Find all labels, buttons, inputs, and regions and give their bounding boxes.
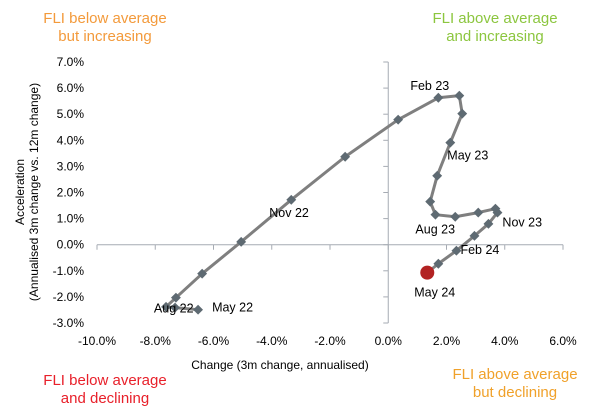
data-point-marker — [197, 268, 208, 279]
data-point-marker — [286, 194, 297, 205]
quadrant-top-left-line2: but increasing — [58, 28, 152, 45]
x-tick-label: -4.0% — [256, 334, 288, 348]
data-point-marker — [430, 209, 441, 220]
quadrant-label-bottom-right: FLI above average but declining — [420, 366, 600, 402]
quadrant-bottom-right-line1: FLI above average — [452, 366, 578, 383]
quadrant-label-top-left: FLI below average but increasing — [10, 10, 200, 46]
data-point-label: Feb 23 — [410, 79, 449, 93]
data-point-marker — [469, 230, 480, 241]
quadrant-label-bottom-left: FLI below average and declining — [10, 372, 200, 408]
data-point-label: Aug 23 — [415, 223, 455, 237]
x-axis-title: Change (3m change, annualised) — [191, 358, 368, 372]
data-point-label: May 24 — [414, 286, 455, 300]
series-line — [164, 94, 499, 312]
quadrant-bottom-left-line2: and declining — [60, 390, 150, 407]
data-point-marker — [340, 151, 351, 162]
x-tick-label: -10.0% — [78, 334, 116, 348]
latest-point-marker — [420, 265, 435, 280]
data-point-marker — [236, 236, 247, 247]
data-point-label: May 23 — [447, 149, 488, 163]
y-tick-label: -1.0% — [53, 264, 85, 278]
y-tick-label: 2.0% — [57, 186, 85, 200]
y-tick-label: 7.0% — [57, 55, 85, 69]
data-point-marker — [193, 304, 204, 315]
data-point-marker — [492, 207, 503, 218]
data-point-marker — [170, 302, 181, 313]
data-point-marker — [432, 170, 443, 181]
quadrant-bottom-left-line1: FLI below average — [43, 372, 167, 389]
data-point-marker — [457, 108, 468, 119]
y-tick-label: -2.0% — [53, 290, 85, 304]
y-tick-label: 5.0% — [57, 107, 85, 121]
data-point-label: Aug 22 — [154, 302, 194, 316]
quadrant-top-right-line2: and increasing — [446, 28, 544, 45]
y-tick-label: 4.0% — [57, 133, 85, 147]
data-point-marker — [451, 245, 462, 256]
y-tick-label: 0.0% — [57, 238, 85, 252]
data-point-marker — [483, 218, 494, 229]
quadrant-top-right-line1: FLI above average — [432, 10, 558, 27]
y-axis-title-line1: Acceleration — [13, 159, 27, 225]
y-tick-label: 3.0% — [57, 159, 85, 173]
data-point-marker — [445, 137, 456, 148]
x-tick-label: 2.0% — [433, 334, 461, 348]
x-tick-label: 0.0% — [375, 334, 403, 348]
data-point-marker — [433, 258, 444, 269]
quadrant-bottom-right-line2: but declining — [472, 384, 558, 401]
y-tick-label: 6.0% — [57, 81, 85, 95]
data-point-marker — [450, 211, 461, 222]
quadrant-label-top-right: FLI above average and increasing — [400, 10, 590, 46]
data-point-label: May 22 — [212, 301, 253, 315]
x-tick-label: 4.0% — [491, 334, 519, 348]
data-point-label: Feb 24 — [460, 243, 499, 257]
x-tick-label: 6.0% — [549, 334, 577, 348]
y-tick-label: -3.0% — [53, 316, 85, 330]
x-tick-label: -2.0% — [314, 334, 346, 348]
x-tick-label: -8.0% — [140, 334, 172, 348]
data-point-marker — [161, 301, 171, 312]
quadrant-top-left-line1: FLI below average — [43, 10, 167, 27]
data-point-marker — [425, 196, 436, 207]
data-point-marker — [473, 207, 484, 218]
data-point-label: Nov 22 — [269, 206, 309, 220]
x-tick-label: -6.0% — [198, 334, 230, 348]
data-point-label: Nov 23 — [502, 216, 542, 230]
y-axis-title-line2: (Annualised 3m change vs. 12m change) — [27, 83, 41, 301]
data-point-marker — [170, 292, 181, 303]
data-point-marker — [454, 90, 465, 101]
y-tick-label: 1.0% — [57, 212, 85, 226]
